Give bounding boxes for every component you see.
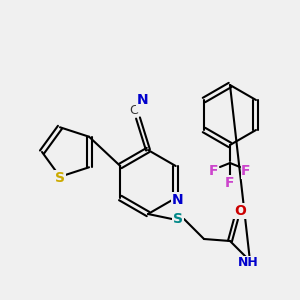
Text: S: S bbox=[55, 171, 65, 185]
Text: N: N bbox=[172, 193, 184, 207]
Text: S: S bbox=[173, 212, 183, 226]
Text: F: F bbox=[241, 164, 251, 178]
Text: NH: NH bbox=[238, 256, 258, 269]
Text: N: N bbox=[137, 93, 149, 107]
Text: F: F bbox=[225, 176, 235, 190]
Text: C: C bbox=[130, 103, 138, 116]
Text: O: O bbox=[234, 204, 246, 218]
Text: F: F bbox=[209, 164, 219, 178]
